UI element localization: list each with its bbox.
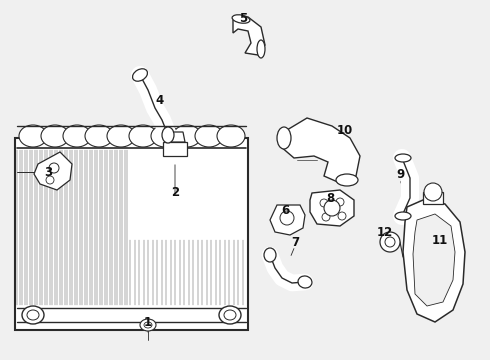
Text: 10: 10 [337,123,353,136]
Ellipse shape [140,319,156,331]
Circle shape [380,232,400,252]
Ellipse shape [85,125,113,147]
Circle shape [338,212,346,220]
Polygon shape [34,152,72,190]
Ellipse shape [19,125,47,147]
Text: 3: 3 [44,166,52,179]
Ellipse shape [219,306,241,324]
Ellipse shape [298,276,312,288]
Ellipse shape [232,15,250,23]
Circle shape [49,163,59,173]
Ellipse shape [217,125,245,147]
Ellipse shape [63,125,91,147]
Circle shape [322,213,330,221]
Circle shape [385,237,395,247]
Polygon shape [163,142,187,156]
Polygon shape [413,214,455,306]
Circle shape [324,200,340,216]
Ellipse shape [224,310,236,320]
Polygon shape [15,138,248,330]
Polygon shape [280,118,360,183]
Polygon shape [270,205,305,235]
Text: 7: 7 [291,235,299,248]
Ellipse shape [336,174,358,186]
Text: 8: 8 [326,192,334,204]
Ellipse shape [162,127,174,143]
Ellipse shape [257,40,265,58]
Circle shape [280,211,294,225]
Text: 12: 12 [377,225,393,238]
Text: 11: 11 [432,234,448,247]
Ellipse shape [27,310,39,320]
Ellipse shape [151,125,179,147]
Ellipse shape [144,322,152,328]
Text: 2: 2 [171,185,179,198]
Ellipse shape [107,125,135,147]
Circle shape [46,176,54,184]
Text: 6: 6 [281,203,289,216]
Text: 5: 5 [239,12,247,24]
Ellipse shape [195,125,223,147]
Circle shape [424,183,442,201]
Polygon shape [165,132,185,142]
Polygon shape [310,190,354,226]
Circle shape [336,198,344,206]
Ellipse shape [129,125,157,147]
Polygon shape [423,192,443,204]
Ellipse shape [395,212,411,220]
Circle shape [320,199,328,207]
Text: 4: 4 [156,94,164,107]
Ellipse shape [264,248,276,262]
Ellipse shape [277,127,291,149]
Ellipse shape [133,69,147,81]
Ellipse shape [395,154,411,162]
Polygon shape [403,200,465,322]
Text: 1: 1 [144,316,152,329]
Ellipse shape [41,125,69,147]
Polygon shape [233,17,265,55]
Ellipse shape [173,125,201,147]
Ellipse shape [22,306,44,324]
Text: 9: 9 [396,168,404,181]
